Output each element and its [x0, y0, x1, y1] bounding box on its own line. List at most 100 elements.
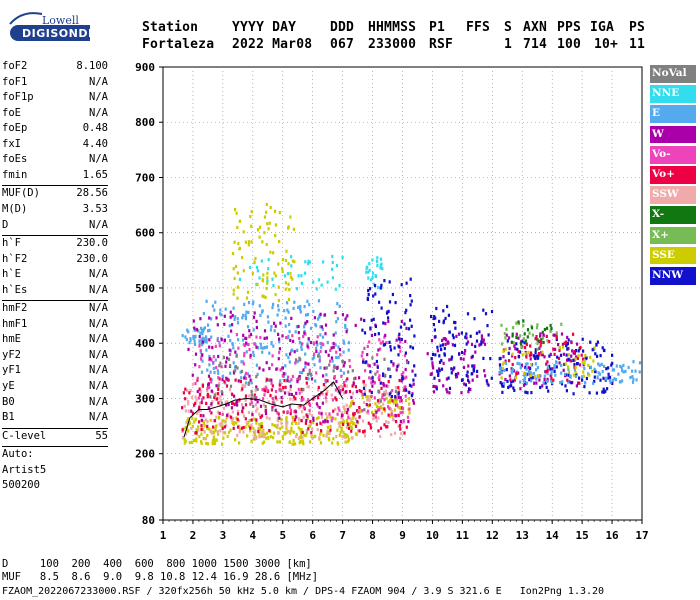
echo-point: [480, 336, 484, 341]
echo-point: [320, 429, 323, 433]
echo-point: [515, 342, 518, 346]
echo-point: [297, 421, 300, 425]
echo-point: [188, 441, 191, 445]
echo-point: [457, 332, 461, 336]
echo-point: [257, 346, 260, 350]
echo-point: [405, 375, 408, 379]
echo-point: [285, 336, 288, 340]
x-tick-label: 11: [456, 529, 470, 542]
echo-point: [267, 436, 270, 440]
echo-point: [263, 386, 266, 390]
echo-point: [412, 401, 415, 405]
echo-point: [538, 378, 541, 382]
echo-point: [436, 345, 439, 349]
param-value: N/A: [89, 91, 108, 104]
echo-point: [299, 307, 302, 311]
echo-point: [535, 368, 538, 372]
param-name: yF2: [2, 348, 21, 361]
echo-point: [307, 398, 310, 402]
echo-point: [197, 428, 200, 432]
echo-point: [210, 380, 213, 384]
echo-point: [236, 296, 239, 300]
echo-point: [589, 365, 592, 369]
echo-point: [430, 314, 433, 319]
echo-point: [510, 371, 513, 375]
echo-point: [537, 340, 540, 344]
echo-point: [498, 366, 502, 370]
echo-point: [402, 371, 405, 375]
echo-point: [591, 348, 594, 352]
echo-point: [511, 334, 514, 338]
echo-point: [201, 353, 204, 357]
echo-point: [545, 334, 548, 338]
echo-point: [251, 413, 254, 417]
echo-point: [380, 283, 383, 287]
echo-point: [450, 357, 453, 361]
param-row: h`F2 230.0: [2, 253, 108, 269]
echo-point: [184, 432, 188, 436]
echo-point: [388, 399, 391, 403]
echo-point: [261, 441, 264, 445]
echo-point: [191, 416, 194, 420]
echo-point: [210, 389, 213, 393]
echo-point: [208, 363, 211, 367]
param-row: Artist5: [2, 464, 108, 480]
echo-point: [272, 302, 275, 306]
echo-point: [454, 372, 457, 377]
echo-point: [321, 335, 325, 339]
echo-point: [261, 294, 264, 298]
echo-point: [570, 381, 573, 385]
echo-point: [507, 351, 510, 355]
echo-point: [244, 316, 247, 320]
echo-point: [259, 415, 262, 419]
echo-point: [194, 401, 197, 405]
echo-point: [523, 376, 527, 380]
echo-point: [433, 328, 436, 332]
echo-point: [221, 424, 224, 428]
echo-point: [364, 361, 367, 365]
echo-point: [204, 437, 207, 441]
echo-point: [573, 365, 576, 369]
echo-point: [206, 387, 209, 391]
echo-point: [298, 406, 301, 410]
echo-point: [288, 322, 291, 327]
echo-point: [213, 393, 216, 397]
echo-point: [604, 389, 607, 393]
echo-point: [307, 259, 310, 263]
echo-point: [375, 404, 379, 409]
x-tick-label: 2: [190, 529, 197, 542]
echo-point: [247, 410, 251, 414]
echo-point: [281, 269, 284, 273]
echo-point: [248, 374, 251, 378]
echo-point: [303, 305, 306, 309]
echo-point: [209, 395, 212, 399]
echo-point: [400, 399, 403, 403]
param-name: h`E: [2, 268, 21, 281]
param-name: C-level: [2, 429, 47, 442]
echo-point: [181, 406, 184, 410]
echo-point: [244, 394, 248, 398]
echo-point: [367, 363, 370, 367]
echo-point: [382, 383, 385, 387]
echo-point: [400, 432, 403, 436]
echo-point: [201, 332, 204, 336]
echo-point: [614, 378, 617, 382]
echo-point: [368, 340, 371, 344]
echo-point: [301, 430, 304, 434]
echo-point: [372, 294, 375, 298]
echo-point: [316, 428, 319, 432]
echo-point: [534, 362, 537, 366]
echo-point: [607, 376, 610, 380]
echo-point: [564, 372, 567, 376]
echo-point: [277, 308, 280, 312]
echo-point: [304, 271, 307, 275]
echo-point: [308, 303, 311, 307]
echo-point: [490, 376, 493, 380]
echo-point: [246, 372, 249, 376]
echo-point: [376, 370, 379, 374]
echo-point: [322, 383, 325, 387]
echo-point: [301, 371, 304, 375]
echo-point: [548, 354, 551, 358]
echo-point: [469, 334, 472, 338]
echo-point: [434, 353, 437, 357]
